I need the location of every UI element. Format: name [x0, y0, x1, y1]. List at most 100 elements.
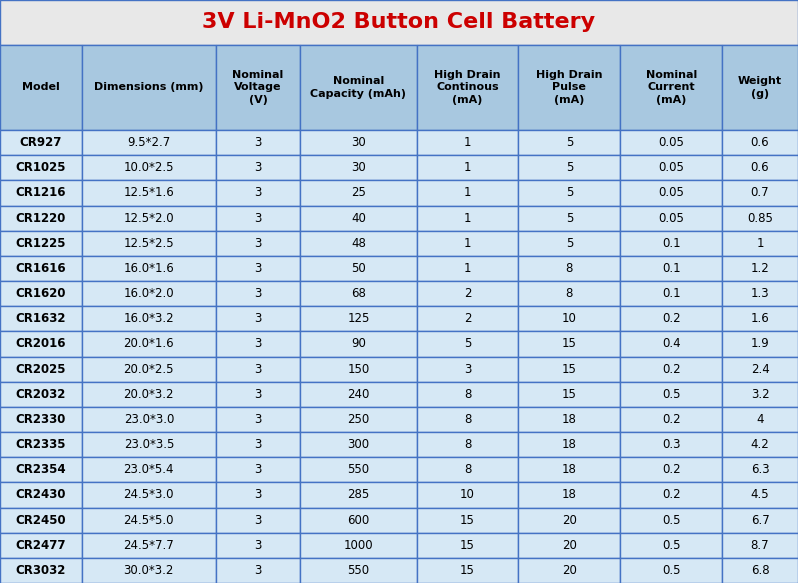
Bar	[722, 205, 798, 231]
Bar	[519, 533, 620, 558]
Text: 16.0*2.0: 16.0*2.0	[124, 287, 174, 300]
Bar	[215, 155, 300, 180]
Bar	[300, 533, 417, 558]
Text: 8: 8	[464, 413, 472, 426]
Bar	[417, 457, 519, 482]
Bar	[620, 180, 722, 205]
Text: CR2477: CR2477	[16, 539, 66, 552]
Text: 9.5*2.7: 9.5*2.7	[127, 136, 171, 149]
Bar	[215, 281, 300, 306]
Bar	[82, 205, 215, 231]
Text: 40: 40	[351, 212, 366, 224]
Bar	[215, 331, 300, 356]
Bar	[620, 382, 722, 407]
Text: 5: 5	[464, 338, 472, 350]
Bar	[519, 457, 620, 482]
Bar	[519, 356, 620, 382]
Text: 600: 600	[347, 514, 369, 526]
Bar	[82, 382, 215, 407]
Text: 3: 3	[255, 187, 262, 199]
Text: 3: 3	[255, 287, 262, 300]
Text: 0.85: 0.85	[747, 212, 773, 224]
Bar	[722, 533, 798, 558]
Bar	[620, 281, 722, 306]
Bar	[417, 231, 519, 256]
Bar	[620, 205, 722, 231]
Text: 5: 5	[566, 136, 573, 149]
Text: 18: 18	[562, 463, 577, 476]
Text: 10: 10	[460, 489, 475, 501]
Text: 15: 15	[562, 363, 577, 375]
Text: 15: 15	[460, 514, 475, 526]
Text: 25: 25	[351, 187, 366, 199]
Bar	[215, 533, 300, 558]
Bar	[620, 507, 722, 533]
Bar	[519, 231, 620, 256]
Text: 8: 8	[566, 262, 573, 275]
Text: 3.2: 3.2	[751, 388, 769, 401]
Text: 3: 3	[255, 338, 262, 350]
Text: 10.0*2.5: 10.0*2.5	[124, 161, 174, 174]
Bar	[300, 130, 417, 155]
Bar	[722, 432, 798, 457]
Text: 3: 3	[255, 136, 262, 149]
Text: 8: 8	[464, 388, 472, 401]
Bar	[215, 356, 300, 382]
Bar	[82, 558, 215, 583]
Bar	[82, 457, 215, 482]
Bar	[519, 331, 620, 356]
Bar	[215, 306, 300, 331]
Bar	[722, 231, 798, 256]
Bar	[417, 205, 519, 231]
Text: CR2025: CR2025	[16, 363, 66, 375]
Text: 3: 3	[255, 262, 262, 275]
Text: 0.5: 0.5	[662, 514, 681, 526]
Bar	[215, 45, 300, 130]
Bar	[82, 155, 215, 180]
Bar	[0, 331, 82, 356]
Text: 4.2: 4.2	[751, 438, 769, 451]
Bar	[82, 331, 215, 356]
Bar	[0, 155, 82, 180]
Text: 3: 3	[255, 212, 262, 224]
Text: 10: 10	[562, 312, 577, 325]
Bar	[519, 432, 620, 457]
Text: 3: 3	[255, 161, 262, 174]
Bar	[300, 231, 417, 256]
Text: 550: 550	[347, 463, 369, 476]
Text: CR1225: CR1225	[16, 237, 66, 250]
Bar	[620, 155, 722, 180]
Bar	[82, 256, 215, 281]
Text: 15: 15	[460, 564, 475, 577]
Text: 1: 1	[464, 237, 472, 250]
Text: CR2335: CR2335	[16, 438, 66, 451]
Text: 18: 18	[562, 489, 577, 501]
Text: Weight
(g): Weight (g)	[738, 76, 782, 99]
Bar	[417, 432, 519, 457]
Bar	[722, 457, 798, 482]
Text: 2: 2	[464, 312, 472, 325]
Text: 1: 1	[464, 212, 472, 224]
Bar	[300, 432, 417, 457]
Text: 0.4: 0.4	[662, 338, 681, 350]
Bar	[300, 558, 417, 583]
Text: 1: 1	[464, 187, 472, 199]
Bar	[722, 507, 798, 533]
Text: 15: 15	[562, 388, 577, 401]
Bar	[0, 0, 798, 45]
Text: 23.0*3.5: 23.0*3.5	[124, 438, 174, 451]
Text: 24.5*3.0: 24.5*3.0	[124, 489, 174, 501]
Text: CR1220: CR1220	[16, 212, 66, 224]
Text: CR2016: CR2016	[16, 338, 66, 350]
Bar	[722, 45, 798, 130]
Text: High Drain
Continous
(mA): High Drain Continous (mA)	[434, 70, 501, 105]
Text: 0.05: 0.05	[658, 187, 684, 199]
Text: CR2330: CR2330	[16, 413, 66, 426]
Text: 24.5*7.7: 24.5*7.7	[124, 539, 174, 552]
Text: Dimensions (mm): Dimensions (mm)	[94, 83, 203, 93]
Text: 125: 125	[347, 312, 369, 325]
Bar	[82, 482, 215, 507]
Bar	[417, 180, 519, 205]
Bar	[300, 45, 417, 130]
Text: 16.0*3.2: 16.0*3.2	[124, 312, 174, 325]
